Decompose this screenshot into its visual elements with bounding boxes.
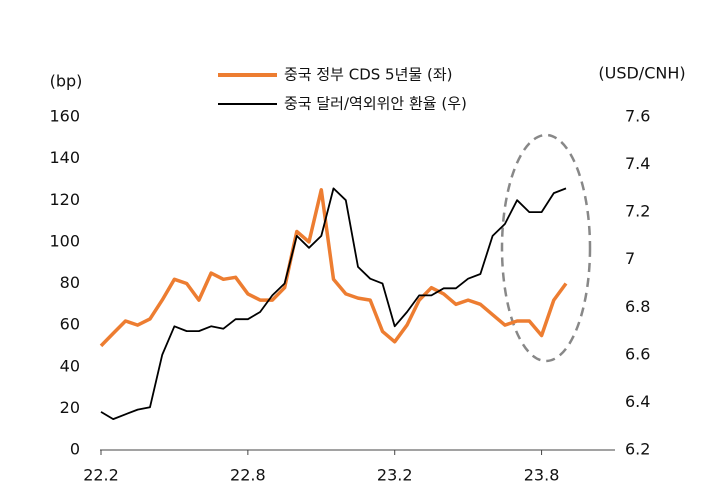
y2-tick-label: 7.6 (625, 107, 650, 126)
x-tick-label: 22.2 (83, 466, 119, 485)
x-tick-label: 23.2 (377, 466, 413, 485)
y-tick-label: 60 (60, 315, 80, 334)
x-tick-label: 22.8 (230, 466, 266, 485)
y2-tick-label: 6.6 (625, 344, 650, 363)
y-axis-label: (bp) (50, 72, 83, 91)
y-tick-label: 40 (60, 356, 80, 375)
y2-axis-label: (USD/CNH) (598, 64, 685, 83)
y2-tick-label: 7 (625, 249, 635, 268)
legend-label: 중국 정부 CDS 5년물 (좌) (284, 66, 452, 84)
x-tick-label: 23.8 (524, 466, 560, 485)
y-tick-label: 0 (70, 440, 80, 459)
legend-label: 중국 달러/역외위안 환율 (우) (284, 95, 467, 113)
y-tick-label: 140 (49, 148, 80, 167)
y2-tick-label: 6.4 (625, 392, 650, 411)
y-tick-label: 20 (60, 398, 80, 417)
series-line (100, 187, 567, 420)
y-tick-label: 160 (49, 107, 80, 126)
y2-tick-label: 7.2 (625, 202, 650, 221)
y-tick-label: 80 (60, 273, 80, 292)
y2-tick-label: 6.8 (625, 297, 650, 316)
series-line (99, 188, 568, 348)
y2-tick-label: 6.2 (625, 440, 650, 459)
y-tick-label: 120 (49, 190, 80, 209)
legend: 중국 정부 CDS 5년물 (좌) 중국 달러/역외위안 환율 (우) (218, 66, 467, 113)
y-tick-label: 100 (49, 231, 80, 250)
y2-tick-label: 7.4 (625, 154, 650, 173)
highlight-ellipse (500, 133, 592, 363)
